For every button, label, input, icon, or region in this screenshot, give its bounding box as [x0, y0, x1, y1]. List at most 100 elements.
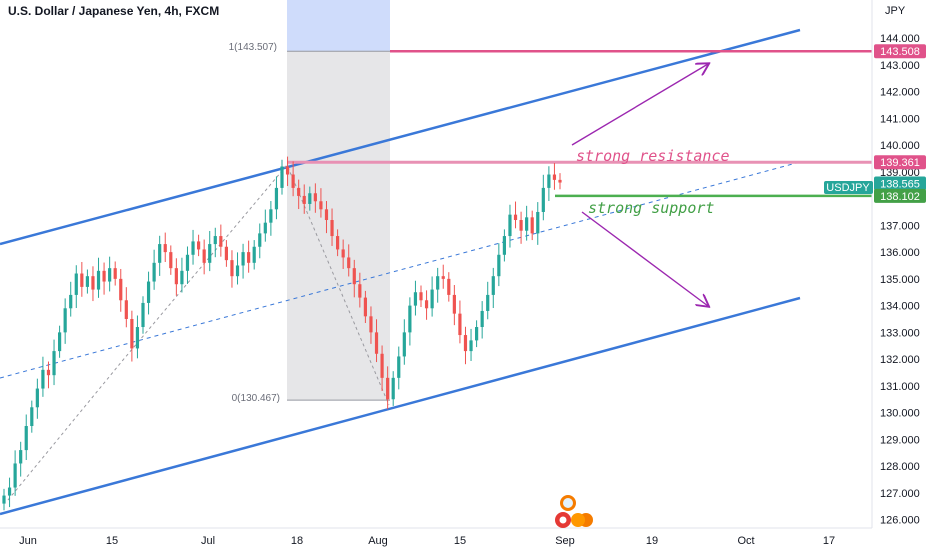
candle-body — [135, 327, 140, 349]
candle-body — [130, 318, 134, 349]
candle-body — [508, 214, 512, 237]
candle-body — [24, 426, 28, 451]
candle-body — [280, 166, 284, 188]
candle-body — [124, 300, 128, 319]
candle-body — [7, 487, 12, 496]
symbol-tag-bg — [824, 181, 873, 194]
candle-body — [530, 217, 534, 234]
candle-body — [486, 294, 490, 311]
candle-body — [480, 310, 484, 328]
candle-body — [63, 308, 67, 333]
time-tick-label: Aug — [368, 535, 388, 547]
price-tick-label: 139.000 — [880, 167, 920, 179]
candle-body — [96, 270, 101, 290]
candle-body — [541, 187, 545, 212]
candle-body — [19, 450, 23, 464]
price-tick-label: 129.000 — [880, 434, 920, 446]
candle-body — [119, 278, 123, 301]
price-tick-label: 140.000 — [880, 140, 920, 152]
candle-body — [424, 300, 429, 309]
price-tick-label: 136.000 — [880, 247, 920, 259]
candle-body — [358, 284, 362, 298]
time-tick-label: Oct — [737, 535, 754, 547]
candle-body — [347, 257, 351, 269]
channel-upper-line[interactable] — [0, 28, 801, 246]
candle-body — [191, 241, 195, 255]
candle-body — [146, 281, 151, 303]
candle-body — [141, 302, 145, 328]
candle-body — [102, 270, 106, 282]
candle-body — [69, 294, 73, 309]
time-tick-label: 15 — [454, 535, 466, 547]
candle-body — [363, 297, 367, 317]
price-tick-label: 141.000 — [880, 113, 920, 125]
price-tick-label: 131.000 — [880, 381, 920, 393]
candles-group — [2, 156, 562, 511]
candle-body — [208, 244, 212, 263]
candle-body — [352, 268, 356, 285]
fib-box — [287, 51, 390, 401]
candle-body — [330, 220, 334, 237]
symbol-tag-label: USDJPY — [826, 182, 870, 194]
candle-body — [419, 292, 423, 301]
candle-body — [247, 252, 251, 263]
arrow-down[interactable] — [581, 211, 708, 306]
candle-body — [525, 217, 529, 231]
candle-body — [213, 236, 217, 245]
time-tick-label: Jun — [19, 535, 37, 547]
price-axis[interactable]: 144.000 143.000 142.000 141.000 140.000 139.0… — [880, 33, 920, 527]
price-tick-label: 132.000 — [880, 354, 920, 366]
time-tick-label: Jul — [201, 535, 215, 547]
channel-lower-line[interactable] — [0, 296, 801, 516]
candle-body — [230, 260, 234, 277]
candle-body — [80, 273, 84, 287]
candle-body — [285, 166, 290, 175]
candle-body — [113, 268, 117, 279]
candle-body — [386, 377, 390, 400]
time-tick-label: 19 — [646, 535, 658, 547]
candle-body — [413, 292, 418, 306]
price-tick-label: 127.000 — [880, 488, 920, 500]
event-icons[interactable] — [555, 495, 593, 528]
time-tick-label: Sep — [555, 535, 575, 547]
candle-body — [219, 236, 223, 247]
candle-body — [35, 388, 39, 408]
candle-body — [497, 254, 501, 277]
candle-body — [291, 174, 295, 188]
event-icon-2[interactable] — [571, 513, 585, 527]
candle-body — [502, 236, 506, 255]
candle-body — [163, 244, 167, 253]
candle-body — [41, 369, 45, 389]
time-axis[interactable]: Jun 15 Jul 18 Aug 15 Sep 19 Oct 17 — [19, 535, 835, 547]
candle-body — [475, 327, 479, 341]
candle-body — [436, 276, 440, 290]
candle-body — [302, 195, 306, 204]
candle-body — [235, 265, 240, 277]
price-tag-bg — [874, 176, 926, 191]
candle-body — [441, 276, 445, 279]
candle-body — [180, 270, 184, 285]
price-tag-label: 138.102 — [880, 191, 920, 203]
candle-body — [85, 276, 89, 287]
candle-body — [430, 289, 434, 309]
annotation-strong-support[interactable]: strong support — [588, 199, 714, 217]
price-tick-label: 134.000 — [880, 301, 920, 313]
price-tick-label: 135.000 — [880, 274, 920, 286]
annotation-strong-resistance[interactable]: strong resistance — [576, 147, 730, 165]
time-tick-label: 18 — [291, 535, 303, 547]
price-tag-bg — [874, 155, 926, 170]
arrow-up[interactable] — [571, 64, 708, 146]
symbol-tag[interactable]: USDJPY — [824, 181, 873, 194]
candle-body — [258, 233, 262, 247]
candle-body — [402, 332, 406, 357]
candle-body — [74, 273, 78, 295]
candle-body — [380, 353, 384, 378]
chart-title: U.S. Dollar / Japanese Yen, 4h, FXCM — [8, 4, 219, 18]
candle-body — [52, 351, 56, 376]
candle-body — [313, 193, 317, 202]
price-tick-label: 137.000 — [880, 220, 920, 232]
candle-body — [274, 187, 279, 210]
candle-body — [374, 332, 379, 354]
